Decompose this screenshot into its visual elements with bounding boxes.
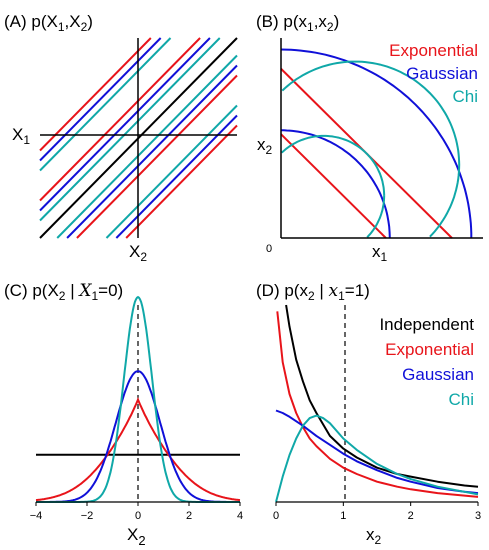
panel-d-independent-curve (285, 304, 479, 488)
panel-b: (B) p(x1,x2) x2 x1 0 Exponential Gaussia… (256, 12, 483, 264)
panel-d-legend-independent: Independent (379, 315, 474, 334)
panel-a-chi-contour-1 (56, 54, 238, 239)
panel-b-exponential-contour-0 (280, 133, 387, 239)
panel-a-title: (A) p(X1,X2) (4, 12, 93, 34)
panel-a-exponential-contour-1 (76, 74, 238, 239)
panel-c-tick-label-4: 4 (237, 510, 243, 522)
panel-c-x-axis-label: X2 (127, 525, 146, 548)
panel-a-chi-contour-3 (39, 37, 172, 172)
panel-b-chi-contour-0 (281, 134, 386, 238)
panel-a-gaussian-contour-2 (39, 37, 211, 212)
panel-b-origin-label: 0 (266, 243, 272, 255)
panel-b-legend-gaussian: Gaussian (406, 64, 478, 83)
panel-b-gaussian-contour-1 (280, 48, 473, 238)
panel-a-gaussian-contour-3 (39, 37, 162, 162)
panel-d-tick-label-3: 3 (475, 510, 481, 522)
panel-b-y-axis-label: x2 (257, 135, 273, 157)
panel-b-x-axis-label: x1 (372, 242, 388, 264)
panel-c-tick-label-1: −2 (81, 510, 94, 522)
panel-a: (A) p(X1,X2) X1 X2 (4, 12, 238, 264)
panel-a-exponential-contour-3 (39, 37, 152, 152)
panel-a-gaussian-contour-1 (66, 64, 238, 239)
panel-d-exponential-curve (276, 311, 479, 498)
panel-c-gaussian-curve (36, 370, 240, 503)
panel-d-tick-label-1: 1 (340, 510, 346, 522)
panel-c: (C) p(X2 | X1=0) −4 −2 0 2 4 X2 (4, 281, 243, 548)
panel-c-ticks: −4 −2 0 2 4 (30, 502, 243, 522)
panel-d-gaussian-curve (275, 409, 479, 495)
panel-d-legend-chi: Chi (448, 390, 474, 409)
panel-d-legend-gaussian: Gaussian (402, 365, 474, 384)
panel-a-y-axis-label: X1 (12, 125, 30, 147)
panel-b-title: (B) p(x1,x2) (256, 12, 339, 34)
panel-a-gaussian-contour-0 (115, 114, 238, 239)
panel-d-curves (275, 304, 479, 503)
panel-b-legend-exponential: Exponential (389, 41, 478, 60)
panel-c-exponential-curve (35, 397, 241, 502)
panel-a-contours (39, 37, 238, 239)
panel-a-chi-contour-0 (105, 104, 238, 239)
panel-d-tick-label-0: 0 (273, 510, 279, 522)
panel-b-chi-contour-1 (281, 60, 461, 238)
panel-a-exponential-contour-2 (39, 37, 201, 202)
panel-a-x-axis-label: X2 (129, 242, 147, 264)
panel-d-title: (D) p(x2 | x1=1) (256, 281, 370, 303)
panel-d: (D) p(x2 | x1=1) 0 1 2 3 x2 Independent Exp… (256, 281, 481, 547)
panel-c-tick-label-0: −4 (30, 510, 43, 522)
panel-c-tick-label-3: 2 (186, 510, 192, 522)
panel-b-legend-chi: Chi (452, 87, 478, 106)
panel-d-x-axis-label: x2 (366, 525, 382, 547)
panel-d-chi-curve (275, 414, 479, 503)
panel-d-ticks: 0 1 2 3 (273, 502, 481, 522)
panel-c-title: (C) p(X2 | X1=0) (4, 281, 123, 303)
panel-d-tick-label-2: 2 (408, 510, 414, 522)
panel-b-contours (280, 48, 473, 239)
panel-a-exponential-contour-0 (125, 124, 238, 239)
panel-c-tick-label-2: 0 (135, 510, 141, 522)
panel-a-chi-contour-2 (39, 37, 221, 222)
panel-d-legend-exponential: Exponential (385, 340, 474, 359)
panel-b-gaussian-contour-0 (281, 129, 391, 239)
